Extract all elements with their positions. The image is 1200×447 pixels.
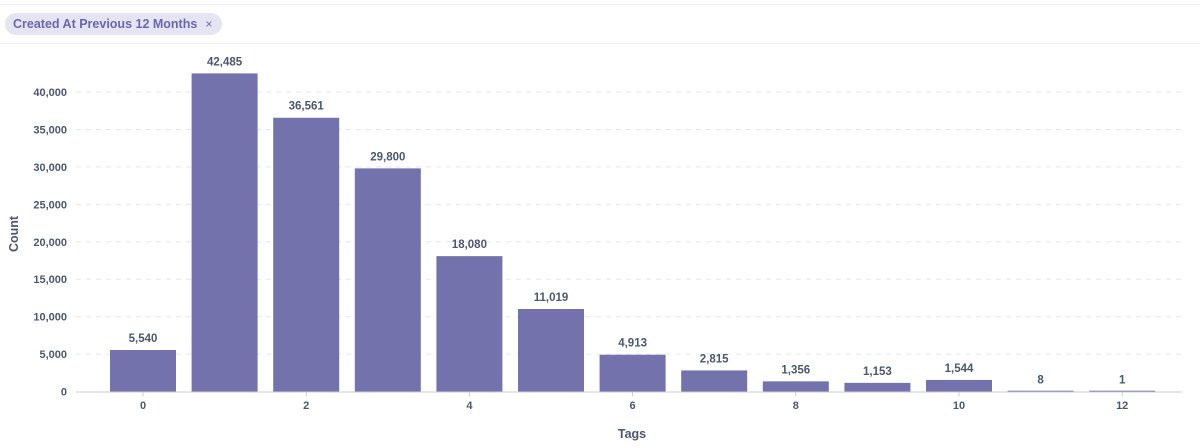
top-divider <box>0 4 1200 5</box>
bar[interactable] <box>844 382 911 392</box>
data-label: 11,019 <box>534 292 569 304</box>
close-icon[interactable]: × <box>205 17 213 31</box>
bars <box>110 73 1156 392</box>
y-tick-label: 25,000 <box>33 199 67 211</box>
data-label: 1,544 <box>945 363 974 375</box>
filter-bar: Created At Previous 12 Months × <box>0 5 1200 44</box>
data-label: 42,485 <box>207 56 243 68</box>
bar[interactable] <box>110 350 176 392</box>
bar[interactable] <box>926 379 992 392</box>
data-label: 4,913 <box>618 338 647 350</box>
x-tick-label: 12 <box>1116 400 1128 412</box>
data-label: 1 <box>1119 374 1126 386</box>
y-tick-label: 0 <box>61 387 67 399</box>
x-axis-title: Tags <box>618 427 646 441</box>
x-tick-label: 10 <box>953 400 965 412</box>
y-tick-label: 35,000 <box>33 124 67 136</box>
y-tick-label: 40,000 <box>33 87 67 99</box>
y-axis-title: Count <box>7 215 21 252</box>
data-label: 1,356 <box>781 364 810 376</box>
filter-label: Created At Previous 12 Months <box>13 17 198 31</box>
bar[interactable] <box>599 354 666 392</box>
bar[interactable] <box>1007 390 1074 392</box>
y-tick-label: 15,000 <box>33 274 67 286</box>
x-tick-label: 0 <box>140 400 146 412</box>
bar[interactable] <box>191 73 258 392</box>
filter-pill-created-at[interactable]: Created At Previous 12 Months × <box>5 13 223 35</box>
data-labels: 5,540 42,485 36,561 29,800 18,080 11,019 4,913… <box>129 56 1126 386</box>
bar[interactable] <box>273 117 340 392</box>
x-axis: 0 2 4 6 8 10 12 <box>76 391 1182 412</box>
bar[interactable] <box>354 168 421 392</box>
x-tick-label: 8 <box>793 400 799 412</box>
data-label: 18,080 <box>452 239 487 251</box>
bar[interactable] <box>681 370 748 392</box>
y-tick-label: 20,000 <box>33 237 67 249</box>
y-tick-label: 10,000 <box>33 312 67 324</box>
data-label: 36,561 <box>289 101 325 113</box>
x-tick-label: 2 <box>303 400 309 412</box>
bar[interactable] <box>762 381 829 392</box>
data-label: 2,815 <box>700 353 729 365</box>
y-axis: 0 5,000 10,000 15,000 20,000 25,000 30,000 35,0… <box>33 87 67 399</box>
x-tick-label: 4 <box>466 400 473 412</box>
y-tick-label: 5,000 <box>39 349 67 361</box>
data-label: 8 <box>1037 374 1044 386</box>
data-label: 29,800 <box>370 151 405 163</box>
data-label: 1,153 <box>863 366 892 378</box>
x-tick-label: 6 <box>630 400 636 412</box>
bar[interactable] <box>1089 390 1156 392</box>
y-tick-label: 30,000 <box>33 162 67 174</box>
bar[interactable] <box>436 256 503 392</box>
data-label: 5,540 <box>129 333 158 345</box>
bar[interactable] <box>518 308 584 392</box>
grid-lines <box>76 91 1182 355</box>
